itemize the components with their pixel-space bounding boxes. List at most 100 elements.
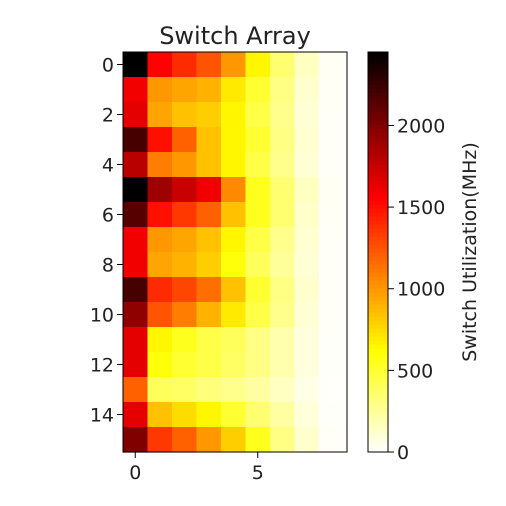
colorbar-step <box>368 196 388 201</box>
colorbar-step <box>368 216 388 221</box>
heatmap-cell <box>221 52 247 78</box>
heatmap-cell <box>319 377 345 403</box>
colorbar-tick-label: 1500 <box>397 197 445 219</box>
colorbar-step <box>368 144 388 149</box>
heatmap-cell <box>147 177 173 203</box>
colorbar-step <box>368 288 388 293</box>
colorbar-step <box>368 404 388 409</box>
colorbar-step <box>368 204 388 209</box>
colorbar-step <box>368 108 388 113</box>
heatmap-cell <box>245 127 271 153</box>
heatmap-cell <box>196 427 222 453</box>
heatmap-cell <box>294 177 320 203</box>
heatmap-cell <box>123 227 149 253</box>
colorbar-step <box>368 388 388 393</box>
heatmap-cell <box>294 327 320 353</box>
colorbar-step <box>368 60 388 65</box>
heatmap-cell <box>294 427 320 453</box>
heatmap-cell <box>123 102 149 128</box>
heatmap-cell <box>172 427 198 453</box>
colorbar-step <box>368 256 388 261</box>
colorbar-step <box>368 240 388 245</box>
heatmap-cell <box>196 152 222 178</box>
heatmap-cell <box>221 327 247 353</box>
colorbar-step <box>368 252 388 257</box>
heatmap-cell <box>123 277 149 303</box>
heatmap-cell <box>172 352 198 378</box>
heatmap-cell <box>270 252 296 278</box>
chart-title: Switch Array <box>159 22 311 50</box>
heatmap-cell <box>319 327 345 353</box>
heatmap-cell <box>270 177 296 203</box>
heatmap-cell <box>270 102 296 128</box>
heatmap-cell <box>147 202 173 228</box>
colorbar-gradient <box>368 52 388 453</box>
colorbar-ticks: 0 500 1000 1500 2000 <box>388 115 445 464</box>
heatmap-cell <box>270 77 296 103</box>
colorbar-step <box>368 224 388 229</box>
heatmap-cell <box>294 152 320 178</box>
colorbar-step <box>368 156 388 161</box>
heatmap-cell <box>221 277 247 303</box>
colorbar-step <box>368 228 388 233</box>
heatmap-cell <box>147 52 173 78</box>
colorbar-step <box>368 392 388 397</box>
heatmap-cell <box>319 427 345 453</box>
heatmap-cell <box>147 227 173 253</box>
heatmap-cell <box>270 52 296 78</box>
heatmap-cells <box>123 52 345 453</box>
heatmap-cell <box>123 252 149 278</box>
heatmap-cell <box>221 127 247 153</box>
heatmap-cell <box>221 152 247 178</box>
colorbar-step <box>368 128 388 133</box>
colorbar-label: Switch Utilization(MHz) <box>459 142 481 362</box>
colorbar-step <box>368 304 388 309</box>
colorbar-step <box>368 248 388 253</box>
heatmap-cell <box>294 202 320 228</box>
colorbar-step <box>368 448 388 453</box>
heatmap-cell <box>221 227 247 253</box>
heatmap-cell <box>245 402 271 428</box>
heatmap-cell <box>123 402 149 428</box>
colorbar-step <box>368 384 388 389</box>
colorbar-step <box>368 316 388 321</box>
heatmap-cell <box>270 277 296 303</box>
colorbar-step <box>368 360 388 365</box>
colorbar-step <box>368 168 388 173</box>
heatmap-cell <box>319 52 345 78</box>
colorbar-step <box>368 160 388 165</box>
heatmap-cell <box>172 277 198 303</box>
heatmap-cell <box>172 402 198 428</box>
heatmap-cell <box>270 377 296 403</box>
heatmap-cell <box>294 302 320 328</box>
colorbar-step <box>368 68 388 73</box>
colorbar-tick-label: 1000 <box>397 279 445 301</box>
heatmap-cell <box>172 327 198 353</box>
heatmap-cell <box>245 77 271 103</box>
heatmap-cell <box>319 227 345 253</box>
heatmap-cell <box>172 227 198 253</box>
colorbar-step <box>368 296 388 301</box>
colorbar-step <box>368 260 388 265</box>
colorbar-step <box>368 232 388 237</box>
heatmap-cell <box>294 277 320 303</box>
colorbar-step <box>368 276 388 281</box>
heatmap-cell <box>172 127 198 153</box>
heatmap-cell <box>294 227 320 253</box>
heatmap-cell <box>319 252 345 278</box>
colorbar-step <box>368 432 388 437</box>
heatmap-cell <box>319 402 345 428</box>
heatmap-cell <box>319 177 345 203</box>
heatmap-cell <box>147 327 173 353</box>
heatmap-cell <box>196 402 222 428</box>
heatmap-cell <box>123 152 149 178</box>
colorbar-step <box>368 184 388 189</box>
colorbar-step <box>368 72 388 77</box>
heatmap-cell <box>221 427 247 453</box>
heatmap-cell <box>196 102 222 128</box>
heatmap-cell <box>123 377 149 403</box>
heatmap-cell <box>319 152 345 178</box>
heatmap-cell <box>245 252 271 278</box>
heatmap-cell <box>123 202 149 228</box>
